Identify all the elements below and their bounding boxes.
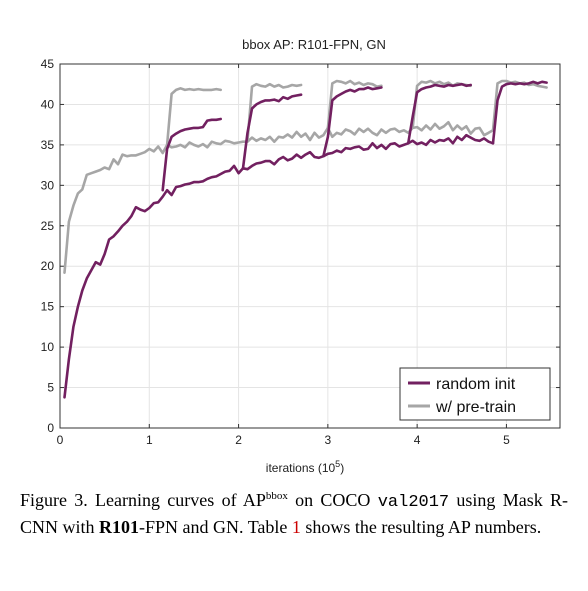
caption-sup: bbox	[265, 490, 288, 502]
y-tick-label: 15	[41, 300, 55, 314]
caption-mid2: using Mask R-CNN with	[20, 490, 568, 537]
caption-mid3: -FPN and GN. Table	[139, 517, 292, 537]
y-tick-label: 35	[41, 138, 55, 152]
y-tick-label: 0	[47, 421, 54, 435]
plot-frame	[59, 63, 561, 429]
y-tick-label: 40	[41, 97, 55, 111]
chart-title: bbox AP: R101-FPN, GN	[242, 37, 386, 52]
series-line-random-init	[161, 117, 222, 192]
legend-label-w-pre-train: w/ pre-train	[435, 399, 516, 416]
series-line-w-pre-train	[165, 87, 222, 147]
series-line-random-init	[322, 86, 383, 158]
series-line-random-init	[406, 82, 473, 145]
x-tick-label: 0	[57, 433, 64, 447]
series-line-w-pre-train	[246, 82, 303, 143]
x-tick-label: 3	[325, 433, 332, 447]
x-tick-label: 2	[235, 433, 242, 447]
y-tick-label: 30	[41, 178, 55, 192]
y-tick-label: 45	[41, 57, 55, 71]
caption-bold: R101	[99, 517, 140, 537]
x-tick-label: 5	[503, 433, 510, 447]
x-axis-label-close: )	[340, 461, 344, 475]
figure-caption: Figure 3. Learning curves of APbbox on C…	[20, 488, 568, 540]
x-tick-label: 1	[146, 433, 153, 447]
x-tick-label: 4	[414, 433, 421, 447]
caption-code: val2017	[377, 493, 450, 512]
x-axis-label-exponent: 5	[335, 459, 340, 469]
y-tick-label: 20	[41, 259, 55, 273]
series-line-random-init	[241, 93, 303, 170]
legend-label-random-init: random init	[436, 376, 516, 393]
series-line-random-init	[491, 80, 548, 145]
legend: random init w/ pre-train	[399, 367, 551, 421]
y-tick-label: 5	[47, 381, 54, 395]
y-tick-label: 25	[41, 219, 55, 233]
legend-box	[399, 367, 551, 421]
caption-mid1: on COCO	[287, 490, 378, 510]
caption-tail: shows the resulting AP numbers.	[300, 517, 542, 537]
caption-lead: Figure 3. Learning curves of AP	[20, 490, 266, 510]
x-axis-label: iterations (105)	[266, 459, 344, 475]
y-tick-label: 10	[41, 340, 55, 354]
caption-table-ref[interactable]: 1	[291, 517, 301, 537]
series-line-random-init	[63, 133, 495, 399]
series-line-w-pre-train	[326, 79, 383, 130]
series-line-w-pre-train	[63, 120, 495, 275]
x-axis-label-text: iterations (10	[266, 461, 336, 475]
series-layer	[63, 79, 548, 399]
